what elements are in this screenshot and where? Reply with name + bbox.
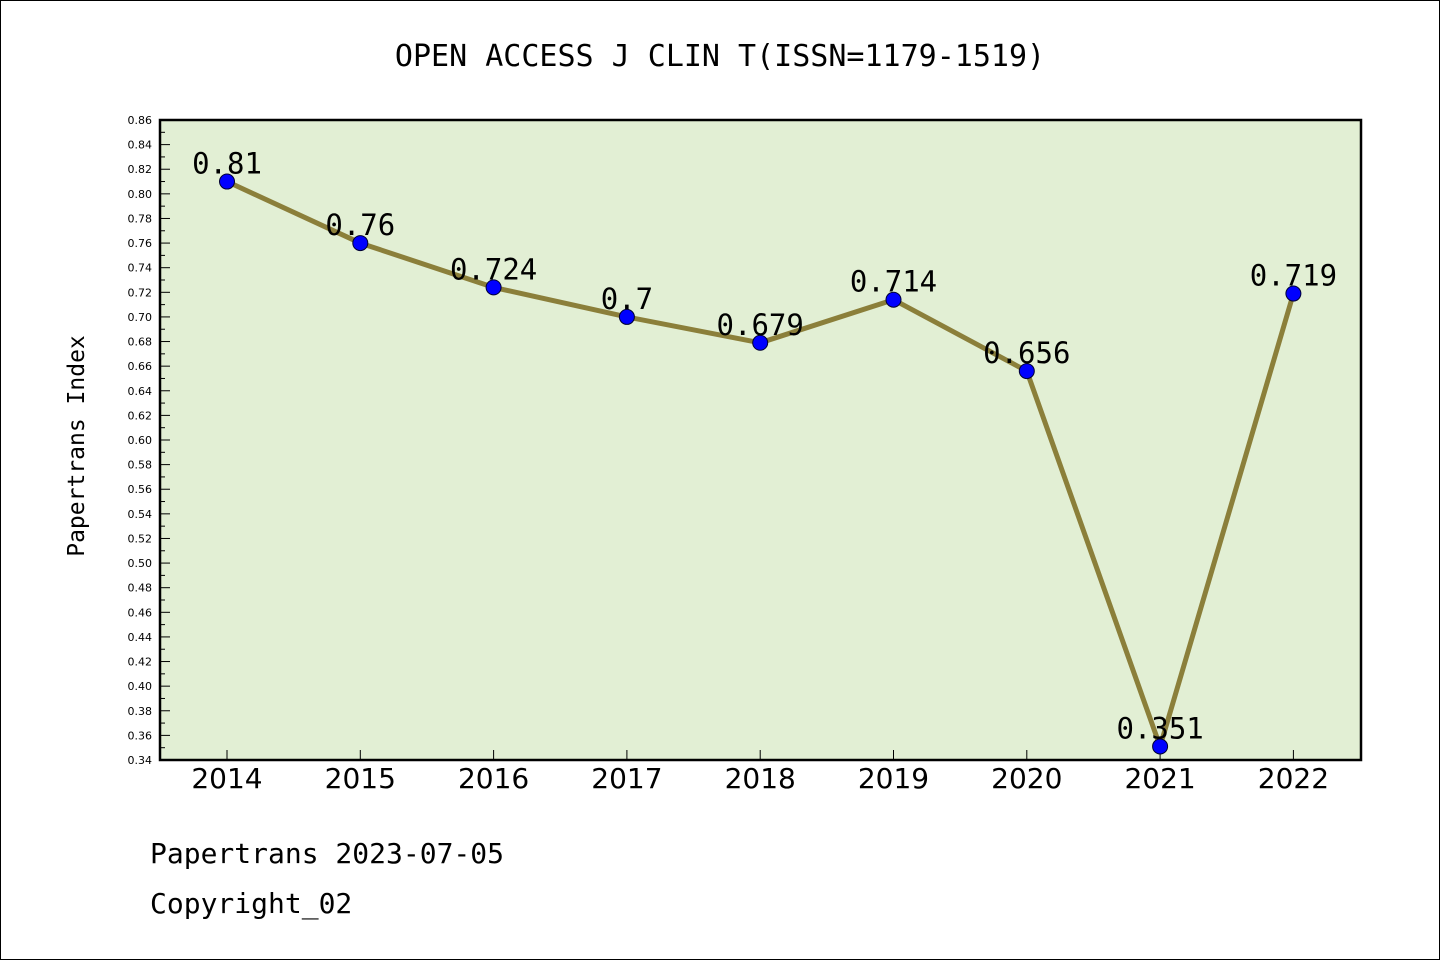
y-axis-label: Papertrans Index [64, 335, 90, 557]
y-tick-label: 0.40 [128, 680, 153, 693]
data-label: 0.76 [325, 208, 395, 242]
data-point [885, 291, 902, 308]
data-labels: 0.81 0.76 0.724 0.7 0.679 0.714 0.656 0.351 0.71… [192, 147, 1337, 746]
data-point [752, 334, 769, 351]
y-tick-label: 0.84 [128, 139, 153, 152]
y-tick-label: 0.60 [128, 434, 153, 447]
data-point [485, 279, 502, 296]
y-tick-label: 0.36 [128, 729, 153, 742]
data-label: 0.679 [717, 308, 804, 342]
data-point [1285, 285, 1302, 302]
data-label: 0.81 [192, 147, 262, 181]
x-tick-label: 2021 [1124, 762, 1195, 795]
x-tick-label: 2020 [991, 762, 1062, 795]
y-tick-label: 0.70 [128, 311, 153, 324]
y-tick-label: 0.66 [128, 360, 153, 373]
x-tick-label: 2018 [725, 762, 796, 795]
data-point [219, 173, 235, 190]
y-tick-label: 0.38 [128, 705, 153, 718]
data-label: 0.714 [850, 265, 937, 299]
y-tick-label: 0.82 [128, 163, 153, 176]
y-tick-label: 0.64 [128, 385, 153, 398]
y-tick-label: 0.56 [128, 483, 153, 496]
x-tick-label: 2014 [191, 762, 262, 795]
x-tick-label: 2022 [1258, 762, 1329, 795]
data-label: 0.724 [450, 252, 537, 286]
y-tick-label: 0.44 [128, 631, 153, 644]
y-tick-label: 0.80 [128, 188, 153, 201]
y-tick-label: 0.52 [128, 532, 153, 545]
data-label: 0.7 [601, 282, 653, 316]
y-tick-label: 0.46 [128, 606, 153, 619]
y-tick-label: 0.62 [128, 409, 153, 422]
x-tick-label: 2019 [858, 762, 929, 795]
x-axis: 2014 2015 2016 2017 2018 2019 2020 2021 2022 [191, 750, 1329, 795]
y-tick-label: 0.76 [128, 237, 153, 250]
y-tick-label: 0.58 [128, 459, 153, 472]
plot-area [158, 118, 1363, 762]
footer-date: Papertrans 2023-07-05 [150, 837, 504, 870]
y-tick-label: 0.78 [128, 212, 153, 225]
data-point [1018, 363, 1035, 380]
y-axis: 0.34 0.36 0.38 0.40 0.42 0.44 0.46 0.48 0.50 0.52… [128, 114, 170, 767]
data-point [1152, 738, 1169, 755]
data-label: 0.351 [1116, 711, 1203, 745]
chart-title: OPEN ACCESS J CLIN T(ISSN=1179-1519) [395, 39, 1045, 74]
data-label: 0.719 [1250, 259, 1337, 293]
x-tick-label: 2015 [325, 762, 396, 795]
data-label: 0.656 [983, 336, 1070, 370]
y-tick-label: 0.34 [128, 754, 153, 767]
footer-copyright: Copyright_02 [150, 887, 352, 921]
x-tick-label: 2017 [591, 762, 662, 795]
y-tick-label: 0.48 [128, 582, 153, 595]
y-tick-label: 0.42 [128, 656, 153, 669]
y-tick-label: 0.68 [128, 336, 153, 349]
y-tick-label: 0.54 [128, 508, 153, 521]
y-tick-label: 0.74 [128, 262, 153, 275]
x-tick-label: 2016 [458, 762, 529, 795]
y-tick-label: 0.86 [128, 114, 153, 127]
data-point [352, 235, 369, 252]
y-tick-label: 0.50 [128, 557, 153, 570]
data-point [618, 308, 635, 325]
series-markers [219, 173, 1302, 755]
y-tick-label: 0.72 [128, 286, 153, 299]
